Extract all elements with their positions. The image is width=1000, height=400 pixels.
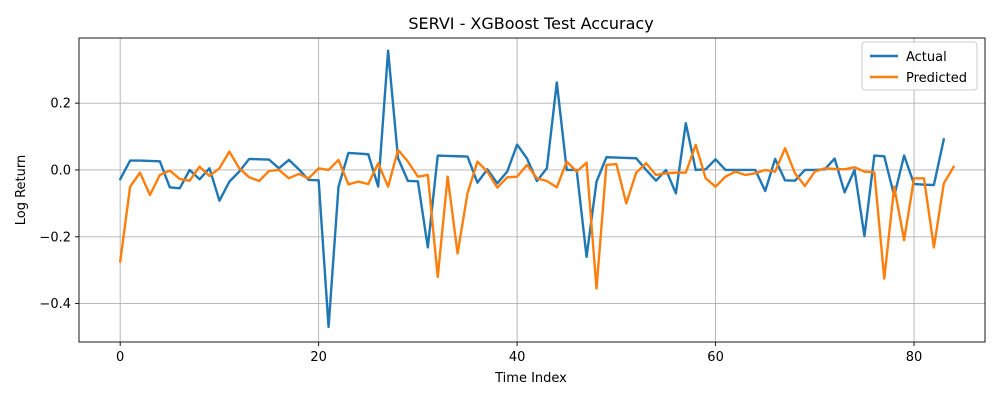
x-axis-title: Time Index <box>494 371 567 386</box>
chart-title: SERVI - XGBoost Test Accuracy <box>408 14 653 33</box>
legend-label-predicted: Predicted <box>906 71 967 86</box>
y-tick-label: 0.0 <box>50 163 71 178</box>
y-axis-title: Log Return <box>14 155 29 226</box>
y-tick-label: 0.2 <box>50 97 71 112</box>
grid-lines <box>79 38 985 342</box>
series-line-predicted <box>118 143 955 290</box>
x-axis: 0 20 40 60 80 <box>116 342 922 365</box>
y-tick-label: −0.2 <box>39 230 71 245</box>
y-tick-label: −0.4 <box>39 297 71 312</box>
plot-frame <box>78 37 986 343</box>
series-layer <box>118 49 955 329</box>
legend: Actual Predicted <box>861 41 978 91</box>
x-tick-label: 80 <box>906 350 923 365</box>
x-tick-label: 40 <box>509 350 526 365</box>
y-axis: −0.4 −0.2 0.0 0.2 <box>39 97 79 312</box>
x-tick-label: 20 <box>310 350 327 365</box>
x-tick-label: 60 <box>707 350 724 365</box>
x-tick-label: 0 <box>116 350 124 365</box>
legend-label-actual: Actual <box>906 50 947 65</box>
